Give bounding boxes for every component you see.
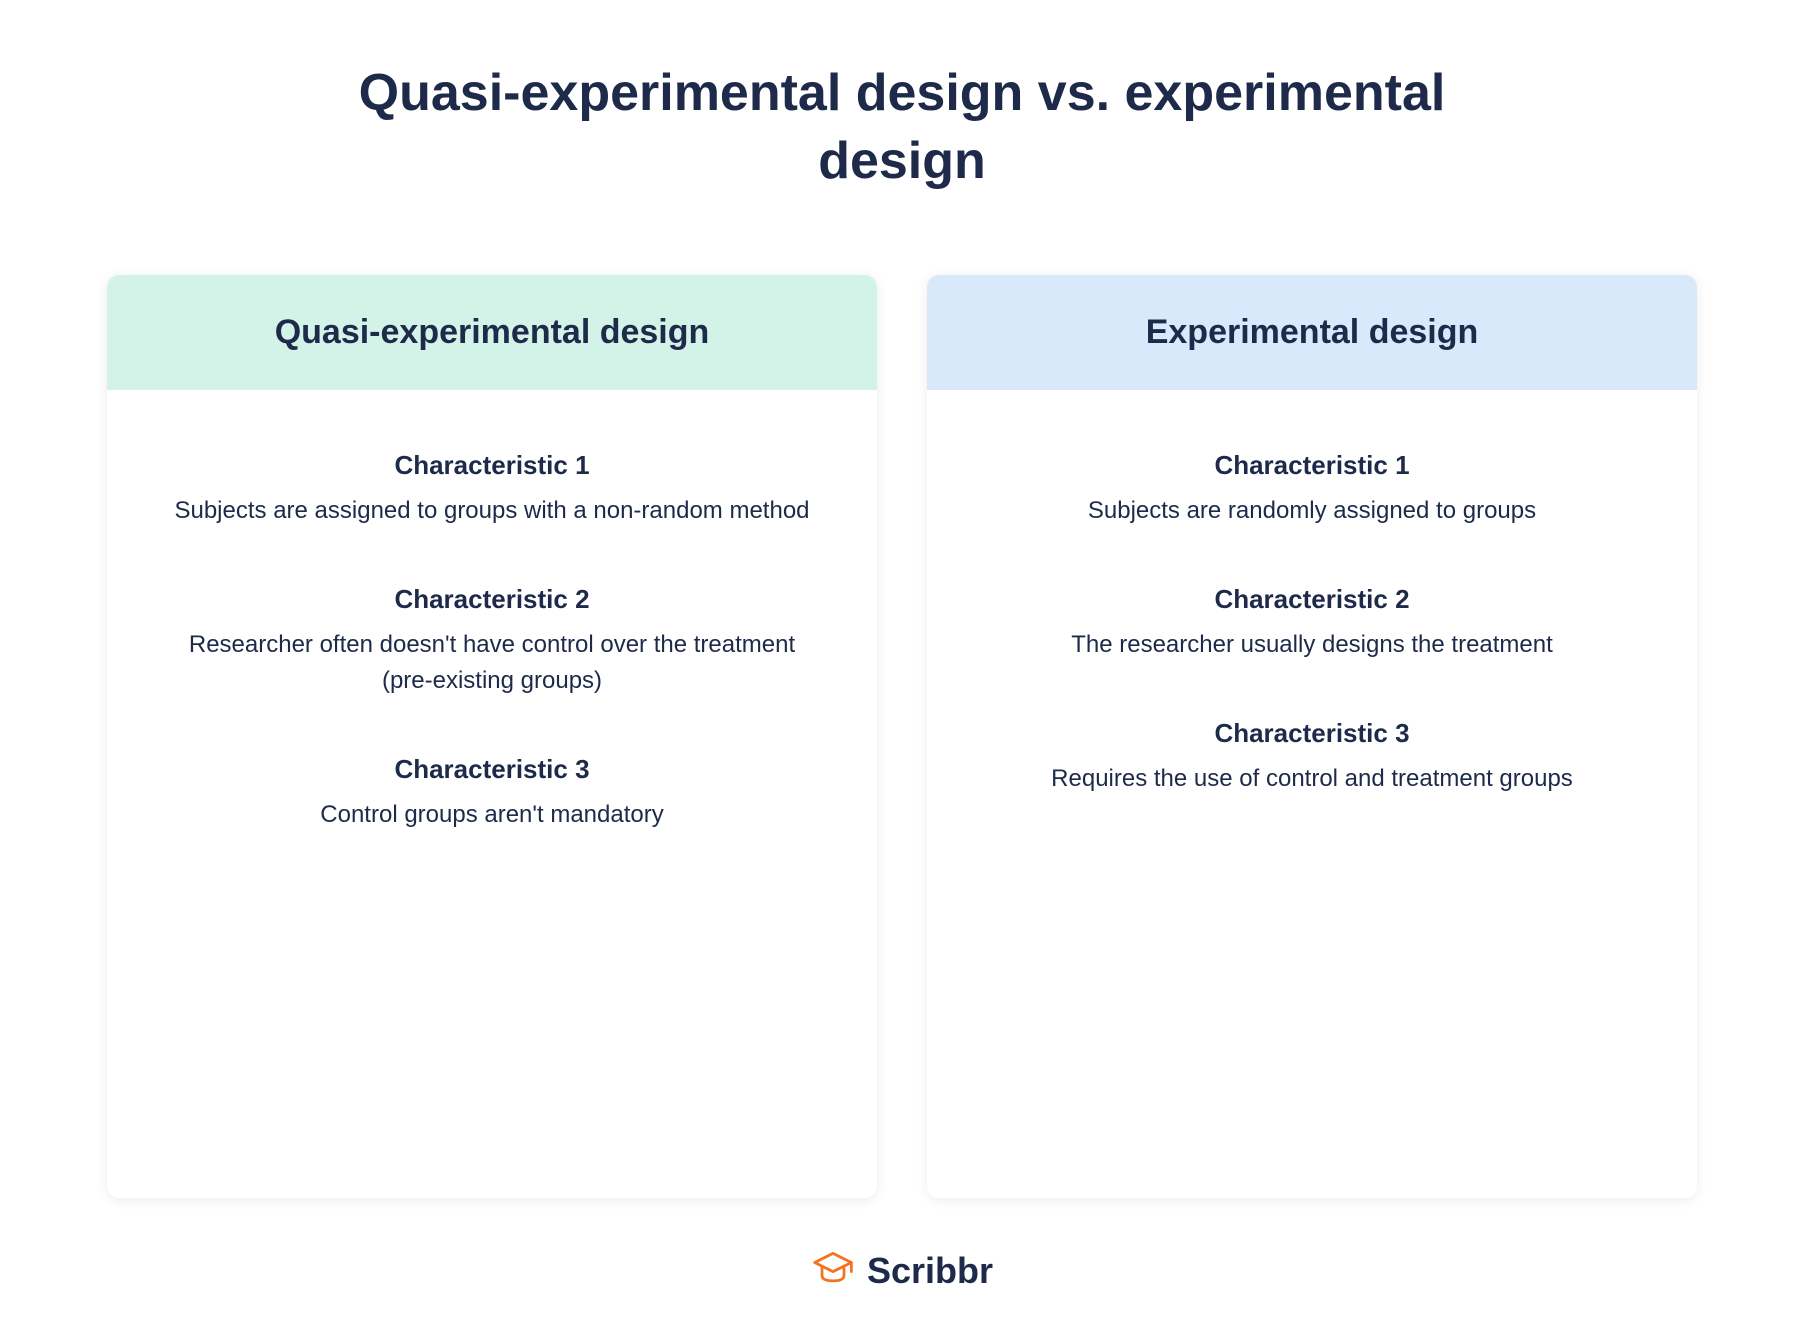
characteristic-item: Characteristic 3 Requires the use of con… (987, 718, 1637, 797)
characteristic-label: Characteristic 2 (987, 584, 1637, 615)
card-experimental: Experimental design Characteristic 1 Sub… (927, 275, 1697, 1198)
characteristic-label: Characteristic 3 (987, 718, 1637, 749)
characteristic-label: Characteristic 3 (167, 754, 817, 785)
graduation-cap-icon (811, 1248, 855, 1293)
characteristic-label: Characteristic 1 (167, 450, 817, 481)
comparison-cards: Quasi-experimental design Characteristic… (100, 275, 1704, 1198)
characteristic-text: Subjects are randomly assigned to groups (987, 493, 1637, 529)
card-quasi-experimental: Quasi-experimental design Characteristic… (107, 275, 877, 1198)
card-body-left: Characteristic 1 Subjects are assigned t… (107, 390, 877, 1198)
characteristic-item: Characteristic 3 Control groups aren't m… (167, 754, 817, 833)
card-header-left: Quasi-experimental design (107, 275, 877, 390)
characteristic-label: Characteristic 2 (167, 584, 817, 615)
card-header-right: Experimental design (927, 275, 1697, 390)
characteristic-item: Characteristic 1 Subjects are assigned t… (167, 450, 817, 529)
characteristic-item: Characteristic 1 Subjects are randomly a… (987, 450, 1637, 529)
characteristic-item: Characteristic 2 The researcher usually … (987, 584, 1637, 663)
characteristic-text: Requires the use of control and treatmen… (987, 761, 1637, 797)
characteristic-text: Researcher often doesn't have control ov… (167, 627, 817, 699)
characteristic-text: Subjects are assigned to groups with a n… (167, 493, 817, 529)
card-body-right: Characteristic 1 Subjects are randomly a… (927, 390, 1697, 1198)
characteristic-text: The researcher usually designs the treat… (987, 627, 1637, 663)
footer-logo: Scribbr (811, 1248, 993, 1293)
characteristic-item: Characteristic 2 Researcher often doesn'… (167, 584, 817, 699)
brand-name: Scribbr (867, 1250, 993, 1292)
characteristic-text: Control groups aren't mandatory (167, 797, 817, 833)
characteristic-label: Characteristic 1 (987, 450, 1637, 481)
page-title: Quasi-experimental design vs. experiment… (352, 60, 1452, 195)
